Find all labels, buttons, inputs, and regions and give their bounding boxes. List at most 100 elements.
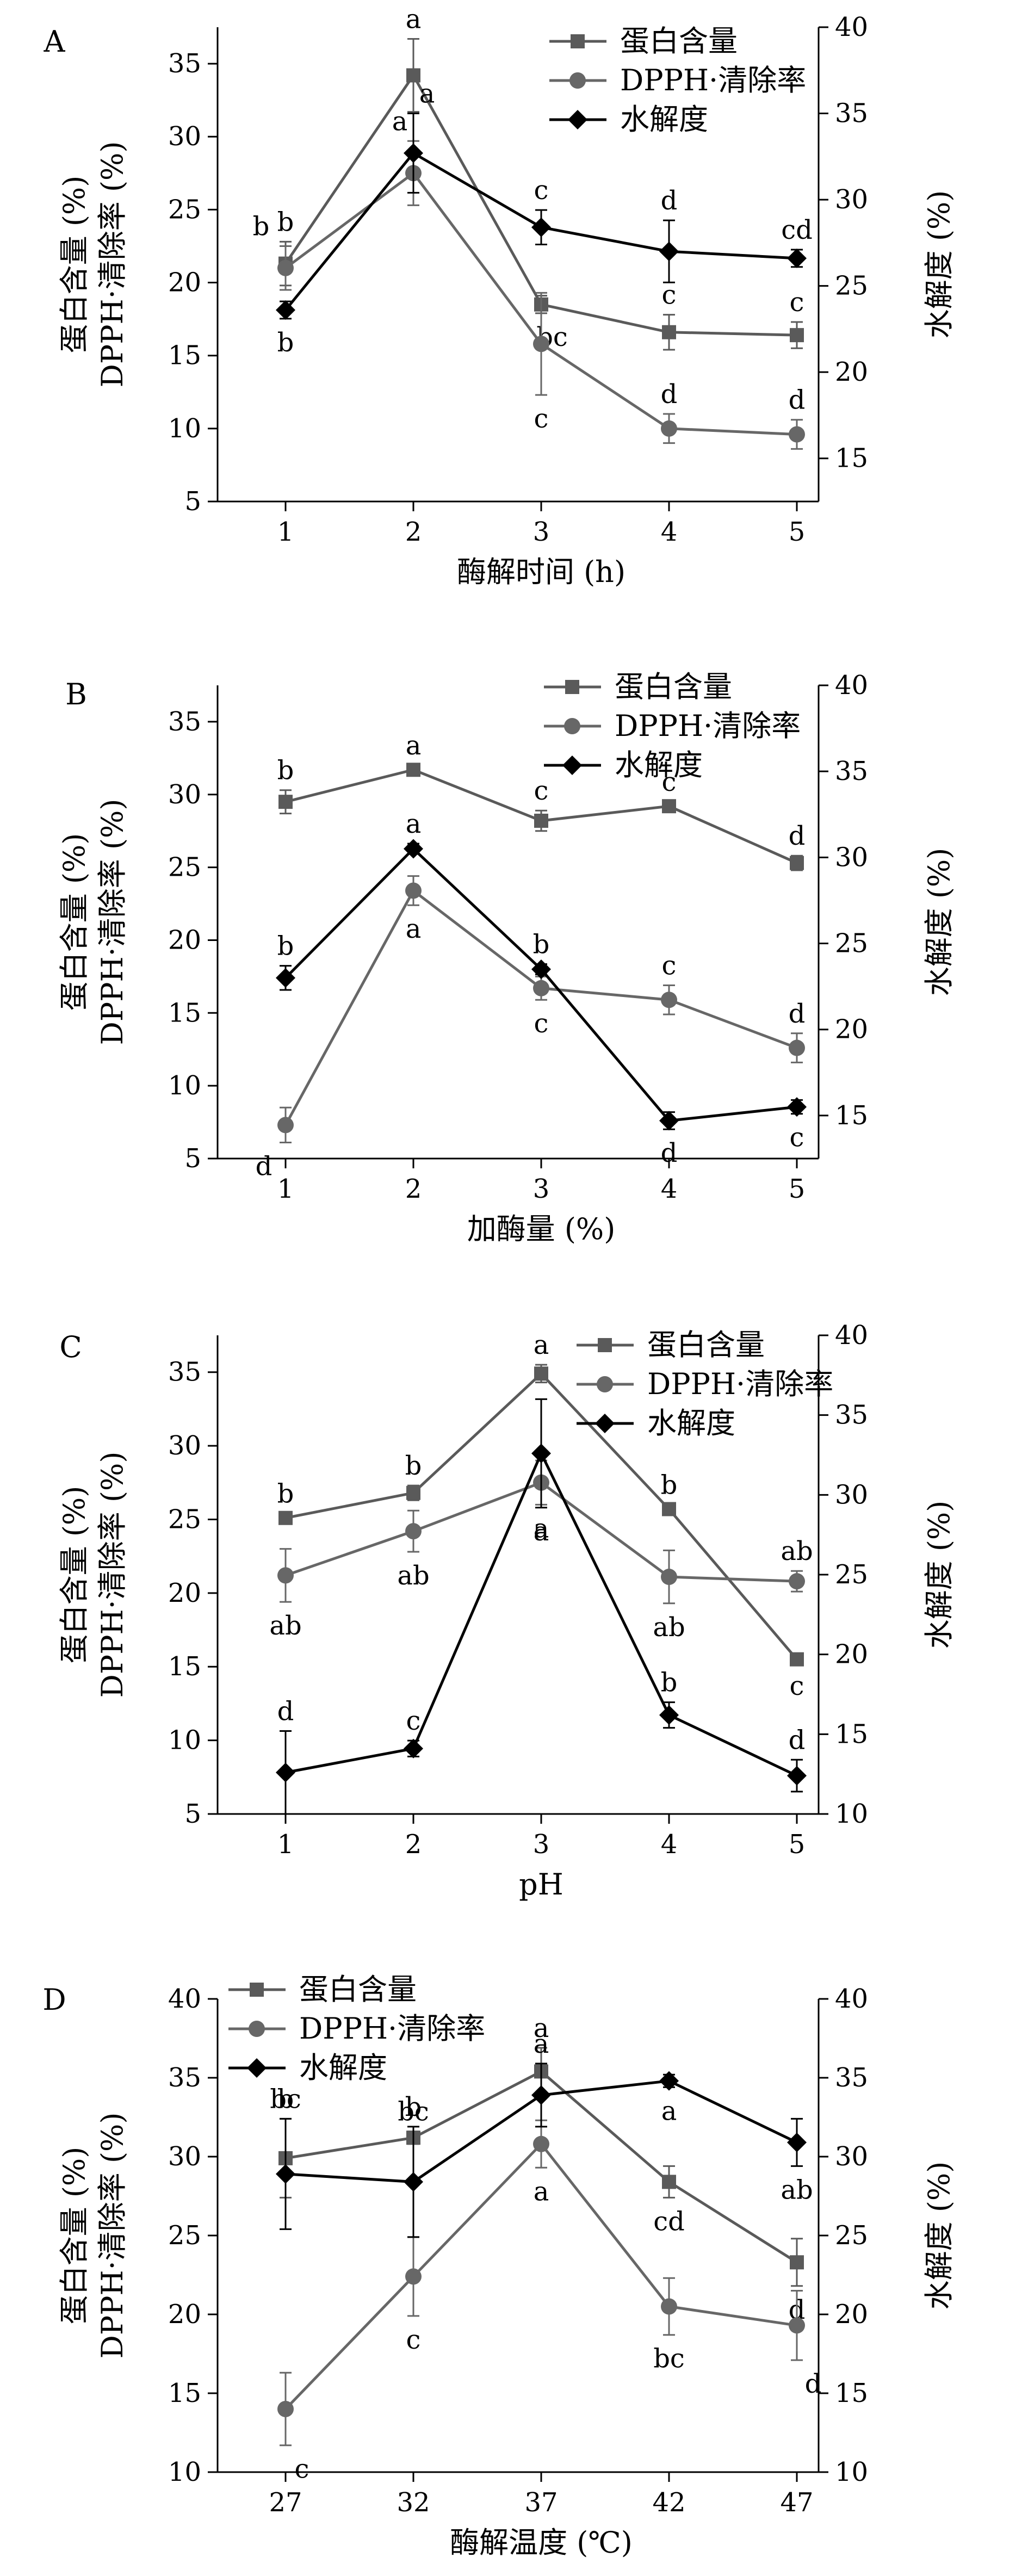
data-point	[405, 1523, 422, 1540]
left-tick-label: 30	[168, 779, 201, 810]
data-point	[405, 2268, 422, 2285]
data-point	[789, 2317, 805, 2334]
left-tick-label: 35	[168, 48, 201, 79]
data-point	[277, 259, 294, 276]
left-y-axis-label: 蛋白含量 (%)	[57, 176, 91, 354]
significance-label: a	[406, 914, 422, 944]
significance-label: d	[789, 385, 806, 416]
left-tick-label: 20	[168, 2299, 201, 2330]
x-tick-label: 4	[661, 1829, 678, 1860]
right-tick-label: 15	[835, 2378, 868, 2408]
data-point	[659, 1111, 679, 1131]
legend-label: DPPH·清除率	[615, 709, 801, 743]
data-point	[533, 2135, 549, 2152]
right-tick-label: 20	[835, 1639, 868, 1670]
data-point	[276, 300, 295, 320]
significance-label: b	[661, 1470, 678, 1500]
significance-label: d	[661, 379, 678, 410]
significance-label: c	[662, 280, 677, 311]
data-point	[662, 2175, 676, 2189]
data-point	[534, 1366, 548, 1381]
x-axis-label: 加酶量 (%)	[467, 1212, 616, 1246]
x-tick-label: 2	[405, 1174, 422, 1204]
left-tick-label: 5	[184, 486, 201, 517]
data-point	[662, 325, 676, 339]
significance-label: b	[533, 930, 550, 960]
data-point	[659, 2071, 679, 2091]
left-tick-label: 5	[184, 1799, 201, 1829]
data-point	[533, 980, 549, 996]
data-point	[404, 143, 423, 163]
left-tick-label: 10	[168, 1725, 201, 1756]
significance-label: cd	[781, 215, 813, 245]
significance-label: b	[405, 2092, 422, 2122]
data-point	[404, 2172, 423, 2192]
data-point	[531, 1444, 551, 1464]
significance-label: c	[662, 950, 677, 981]
legend-label: DPPH·清除率	[647, 1367, 833, 1401]
x-axis-label: 酶解温度 (℃)	[450, 2525, 633, 2560]
significance-label: d	[256, 1151, 273, 1182]
data-point	[406, 763, 420, 777]
data-point	[276, 1762, 295, 1782]
data-point	[277, 1117, 294, 1134]
significance-label: cd	[653, 2206, 685, 2237]
panel-letter: B	[65, 677, 87, 711]
legend-marker	[564, 718, 580, 734]
legend-marker	[247, 2058, 267, 2078]
data-point	[278, 1510, 293, 1525]
left-tick-label: 15	[168, 340, 201, 371]
significance-label: a	[406, 809, 422, 839]
right-tick-label: 20	[835, 2299, 868, 2330]
data-point	[659, 1705, 679, 1725]
left-y-axis-label: 蛋白含量 (%)	[57, 1486, 91, 1664]
left-y-axis-label: DPPH·清除率 (%)	[95, 799, 129, 1045]
right-tick-label: 35	[835, 1400, 868, 1431]
significance-label: bc	[653, 2344, 685, 2374]
x-tick-label: 2	[405, 1829, 422, 1860]
right-y-axis-label: 水解度 (%)	[922, 848, 956, 996]
left-tick-label: 25	[168, 852, 201, 883]
data-point	[277, 1567, 294, 1584]
data-point	[278, 795, 293, 809]
significance-label: ab	[781, 2175, 813, 2205]
significance-label: b	[277, 327, 294, 358]
significance-label: ab	[781, 1536, 813, 1566]
significance-label: d	[805, 2369, 822, 2399]
significance-label: c	[534, 175, 549, 206]
right-tick-label: 10	[835, 2457, 868, 2487]
left-tick-label: 35	[168, 2063, 201, 2093]
data-point	[531, 217, 551, 237]
data-point	[531, 2085, 551, 2105]
left-tick-label: 35	[168, 1357, 201, 1388]
left-y-axis-label: DPPH·清除率 (%)	[95, 2113, 129, 2359]
right-tick-label: 30	[835, 2141, 868, 2172]
panel-b: 5 10 15 20 25 30 35 15 20 25 30 35 40 1 2 3 4 5 加酶量 (%) 蛋白含…	[57, 670, 956, 1246]
data-point	[662, 1502, 676, 1516]
x-tick-label: 5	[789, 1174, 806, 1204]
left-tick-label: 35	[168, 707, 201, 737]
significance-label: a	[534, 1330, 549, 1360]
x-tick-label: 2	[405, 517, 422, 547]
data-point	[790, 856, 804, 870]
left-y-axis-label: 蛋白含量 (%)	[57, 833, 91, 1011]
left-tick-label: 30	[168, 2141, 201, 2172]
significance-label: a	[534, 2029, 549, 2059]
x-tick-label: 4	[661, 517, 678, 547]
significance-label: ab	[269, 1611, 301, 1641]
left-tick-label: 10	[168, 2457, 201, 2487]
legend-marker	[569, 72, 586, 89]
data-point	[404, 1738, 423, 1758]
data-point	[661, 420, 677, 437]
data-point	[531, 959, 551, 979]
legend-label: DPPH·清除率	[620, 63, 806, 97]
significance-label: a	[419, 79, 435, 109]
significance-label: b	[277, 931, 294, 962]
data-point	[787, 1097, 807, 1117]
right-tick-label: 25	[835, 1559, 868, 1590]
significance-label: a	[661, 2096, 677, 2126]
data-point	[659, 242, 679, 262]
